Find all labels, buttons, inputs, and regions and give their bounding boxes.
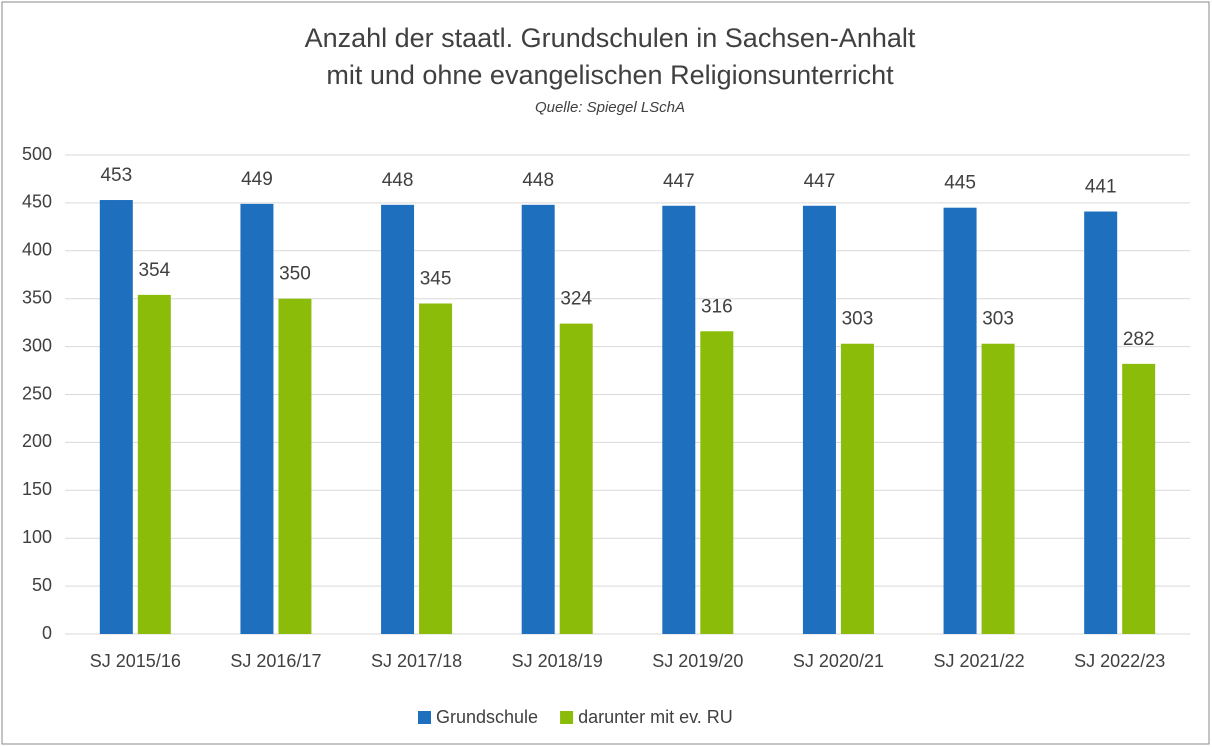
legend-label: Grundschule (436, 707, 538, 727)
y-tick-label: 0 (42, 623, 52, 643)
bar (419, 303, 453, 634)
y-tick-label: 450 (22, 192, 52, 212)
data-label: 448 (522, 170, 554, 191)
bar (278, 298, 312, 634)
y-tick-label: 50 (32, 575, 52, 595)
x-tick-label: SJ 2019/20 (652, 651, 743, 671)
y-tick-label: 250 (22, 383, 52, 403)
data-label: 316 (701, 296, 733, 317)
y-tick-label: 350 (22, 287, 52, 307)
bar (137, 294, 171, 634)
bar (802, 205, 836, 635)
bar (521, 204, 555, 635)
y-tick-label: 300 (22, 335, 52, 355)
x-tick-label: SJ 2020/21 (793, 651, 884, 671)
bar (981, 343, 1015, 634)
data-label: 441 (1085, 177, 1117, 198)
data-label: 448 (382, 170, 414, 191)
bar (700, 331, 734, 634)
data-label: 449 (241, 169, 273, 190)
y-tick-label: 100 (22, 527, 52, 547)
bar (662, 205, 696, 635)
y-tick-label: 500 (22, 144, 52, 164)
x-tick-label: SJ 2017/18 (371, 651, 462, 671)
legend-label: darunter mit ev. RU (578, 707, 733, 727)
bar (943, 207, 977, 634)
data-label: 345 (420, 269, 452, 290)
x-tick-label: SJ 2016/17 (230, 651, 321, 671)
x-tick-label: SJ 2022/23 (1074, 651, 1165, 671)
chart-subtitle: mit und ohne evangelischen Religionsunte… (326, 60, 894, 90)
data-label: 354 (138, 260, 170, 281)
data-label: 324 (560, 289, 592, 310)
data-label: 445 (944, 173, 976, 194)
data-label: 447 (804, 171, 836, 192)
bar (559, 323, 593, 634)
chart-title: Anzahl der staatl. Grundschulen in Sachs… (305, 23, 916, 53)
y-tick-label: 150 (22, 479, 52, 499)
bar (99, 200, 133, 634)
bar (240, 203, 274, 634)
y-tick-label: 200 (22, 431, 52, 451)
legend-swatch (560, 711, 574, 724)
data-label: 282 (1123, 329, 1155, 350)
data-label: 303 (842, 309, 874, 330)
x-tick-label: SJ 2015/16 (90, 651, 181, 671)
bar (1122, 363, 1156, 634)
data-label: 453 (100, 165, 132, 186)
bar (381, 204, 415, 635)
x-tick-label: SJ 2018/19 (512, 651, 603, 671)
bar (840, 343, 874, 634)
legend-swatch (418, 711, 431, 724)
x-tick-label: SJ 2021/22 (934, 651, 1025, 671)
data-label: 350 (279, 264, 311, 285)
data-label: 303 (982, 309, 1014, 330)
y-tick-label: 400 (22, 240, 52, 260)
data-label: 447 (663, 171, 695, 192)
bar (1084, 211, 1118, 634)
chart-source: Quelle: Spiegel LSchA (535, 99, 685, 116)
